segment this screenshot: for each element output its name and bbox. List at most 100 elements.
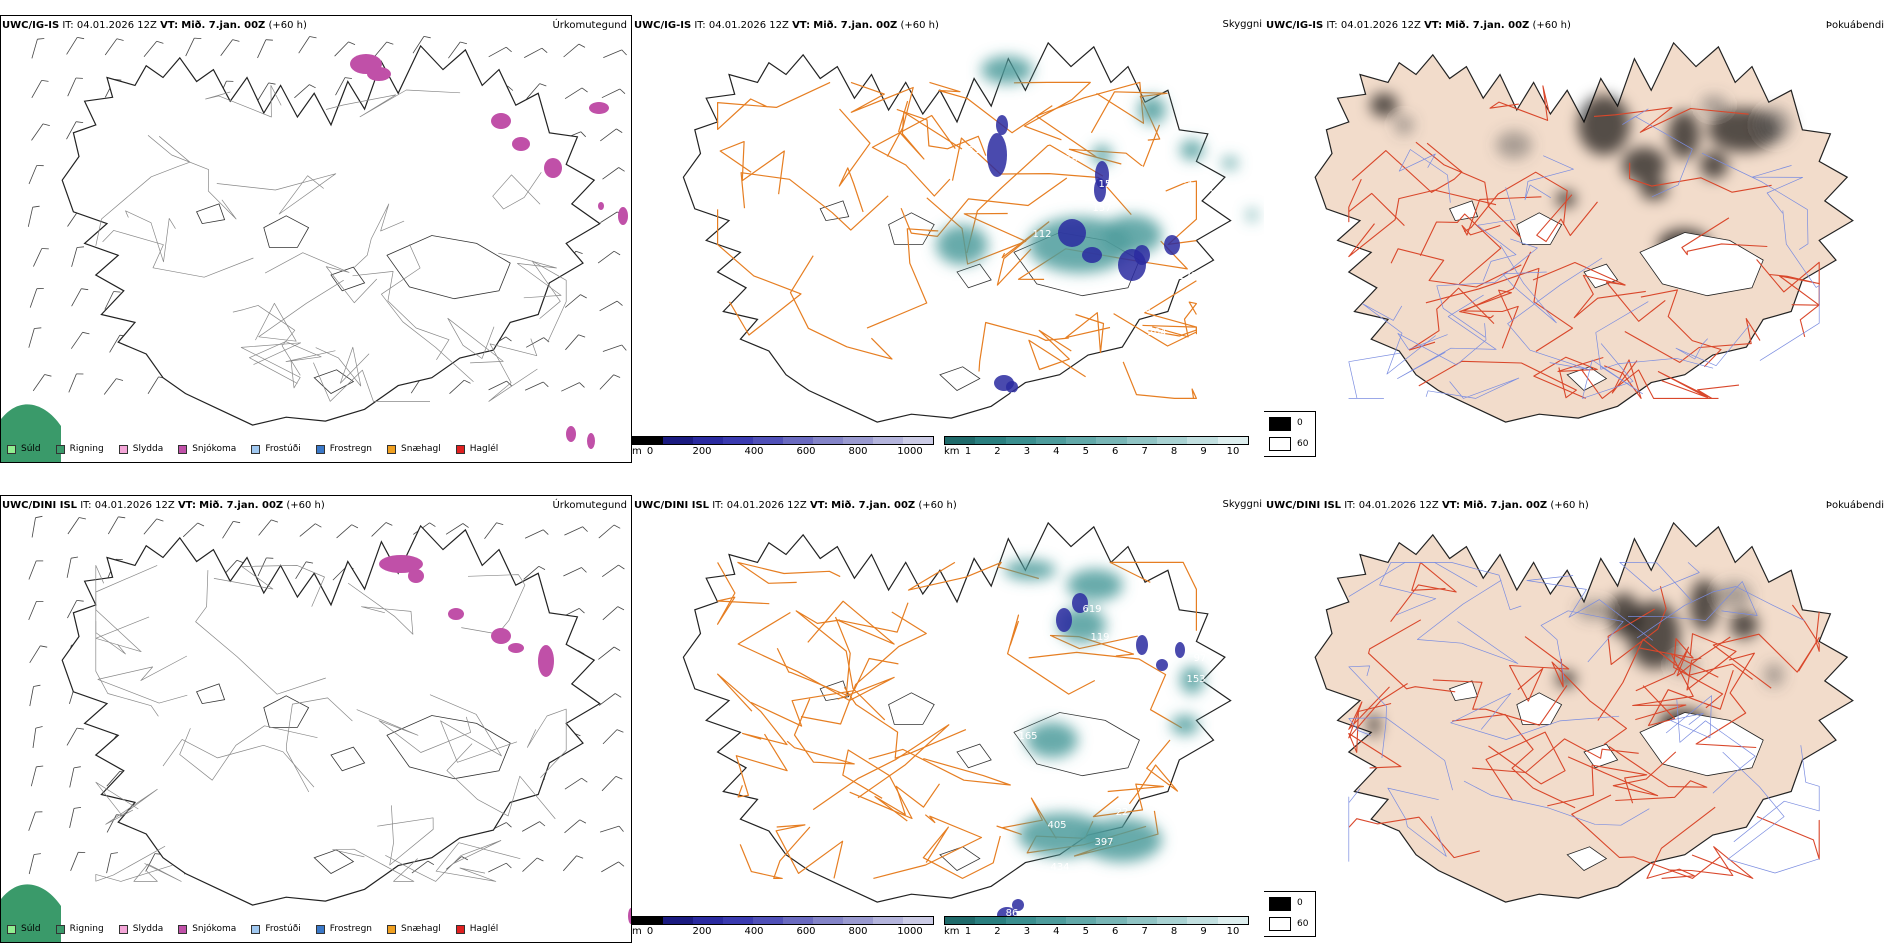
wind-barb-flag [76, 121, 84, 123]
road-line [1607, 586, 1667, 665]
wind-barb [257, 557, 267, 577]
wind-barb-flag [42, 123, 50, 126]
fog-map-1 [1314, 41, 1854, 423]
wind-barb-flag [621, 49, 627, 56]
model-name: UWC/IG-IS [2, 20, 60, 31]
wind-barb-flag [118, 516, 126, 519]
road-line [240, 342, 302, 389]
road-line [1582, 343, 1643, 399]
wind-barb [562, 855, 577, 872]
wind-barb [29, 686, 34, 707]
road-line [95, 136, 191, 246]
legend-label: Frostregn [329, 444, 373, 454]
scale-bin [873, 437, 903, 444]
fog-index-area [1670, 655, 1698, 675]
iceland-coast [61, 44, 601, 426]
road-line [435, 842, 521, 882]
cloud-base-value: 379 [982, 681, 1001, 692]
wind-barb [258, 519, 272, 536]
cloud-base-value: 173 [1187, 292, 1206, 303]
road-line [1665, 695, 1712, 739]
cloud-base-value: 112 [1032, 229, 1051, 240]
cloud-base-area [987, 133, 1007, 177]
scale-tick-label: 7 [1141, 926, 1148, 937]
scale-bin [813, 437, 843, 444]
wind-barb-flag [265, 39, 273, 41]
cloud-fields [1004, 560, 1204, 862]
road-line [1635, 636, 1731, 692]
wind-barb [295, 561, 307, 580]
rain-area [1, 404, 61, 462]
wind-barb-flag [538, 565, 546, 570]
road-line [1485, 731, 1566, 801]
road-line [381, 244, 474, 382]
road-line [95, 781, 158, 825]
road-line [800, 611, 927, 725]
road-line [898, 100, 963, 160]
fog-index-area [1622, 147, 1666, 183]
road-line [1791, 604, 1820, 652]
wind-barb [564, 294, 581, 308]
road-line [871, 114, 956, 197]
scale-ticks: km 1 2 3 4 5 6 7 8 9 10 [944, 445, 1249, 457]
legend-swatch [455, 444, 465, 454]
fog-indicator-panel-1: UWC/IG-IS IT: 04.01.2026 12Z VT: Mið. 7.… [1264, 15, 1900, 463]
road-line [717, 209, 802, 336]
wind-barb-flag [116, 378, 124, 381]
fog-index-area [1368, 713, 1380, 737]
wind-barb-flag [581, 567, 587, 573]
wind-barb-flag [506, 380, 512, 387]
scale-bin [783, 917, 813, 924]
cloud-base-value: 405 [1047, 820, 1066, 831]
snow-area [379, 555, 423, 573]
model-name: UWC/IG-IS [1266, 20, 1324, 31]
road-line [1348, 352, 1401, 399]
field-label: Úrkomutegund [552, 20, 627, 31]
road-line [1675, 324, 1750, 367]
road-line [354, 203, 405, 268]
fog-index-area [1716, 581, 1752, 609]
road-line [162, 739, 315, 788]
wind-barb [71, 247, 78, 267]
wind-barb [28, 601, 37, 621]
road-line [1348, 665, 1387, 758]
fog-index-area [1556, 671, 1576, 687]
cloud-height-scale: m 0 200 400 600 800 1000 [632, 436, 934, 457]
legend-swatch [178, 444, 188, 454]
road-line [264, 252, 378, 304]
legend-item: Frostúði [251, 924, 301, 934]
road-line [1416, 579, 1519, 664]
scale-bin [663, 917, 693, 924]
precip-type-panel-1: UWC/IG-IS IT: 04.01.2026 12Z VT: Mið. 7.… [0, 15, 632, 463]
wind-barb-flag [617, 606, 625, 611]
road-line [179, 725, 318, 781]
wind-barb [31, 517, 36, 538]
scale-bin [783, 437, 813, 444]
wind-barb [449, 379, 465, 394]
scale-tick-label: 1 [964, 446, 972, 457]
road-line [1013, 81, 1091, 141]
cloud-base-area [1082, 247, 1102, 263]
wind-barb-flag [309, 36, 317, 39]
legend-item: Slydda [118, 444, 163, 454]
wind-barb-flag [582, 526, 588, 532]
glacier-outline [888, 692, 935, 725]
road-line [1769, 273, 1820, 306]
wind-barb-flag [81, 288, 89, 291]
scale-tick-label: 9 [1200, 446, 1207, 457]
wind-barb-flag [73, 807, 82, 809]
wind-barb [67, 600, 78, 619]
road-line [488, 338, 538, 402]
panel-title: UWC/IG-IS IT: 04.01.2026 12Z VT: Mið. 7.… [634, 20, 939, 31]
road-line [1472, 738, 1639, 774]
scale-tick-label: 600 [796, 926, 816, 937]
legend-item: Snæhagl [387, 924, 441, 934]
wind-barb [33, 248, 43, 267]
wind-barb-flag [110, 852, 118, 854]
legend-label: Snæhagl [401, 444, 441, 454]
scale-bin [1035, 917, 1067, 924]
legend-label: Frostúði [265, 444, 301, 454]
road-line [1418, 360, 1577, 399]
scale-tick-label: 10 [1226, 926, 1240, 937]
road-line [1397, 323, 1487, 366]
